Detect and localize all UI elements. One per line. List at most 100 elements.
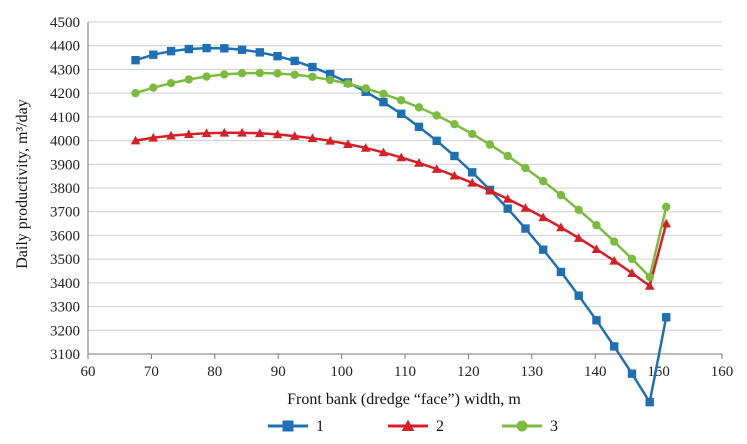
series-3-point-23 [539,176,548,186]
legend-item-1: 1 [268,418,324,435]
series-3-point-29 [645,272,654,282]
series-1-point-8 [273,51,282,61]
x-tick-label-60: 60 [81,364,96,380]
y-tick-label-3700: 3700 [50,205,80,221]
legend-label-2: 2 [436,418,444,435]
x-tick-label-160: 160 [711,364,734,380]
x-tick-label-80: 80 [207,364,222,380]
y-tick-label-3800: 3800 [50,181,80,197]
series-2-point-3 [183,129,194,139]
series-1-point-27 [610,342,619,351]
series-3-point-4 [202,72,211,81]
series-3-point-20 [485,140,495,149]
series-2-point-18 [449,170,460,180]
y-tick-labels: 3100 3200 3300 3400 3500 3600 3700 3800 3900 4000… [50,15,80,363]
series-2-point-19 [467,177,478,187]
x-tick-label-110: 110 [394,364,416,380]
series-2-point-15 [396,152,407,162]
series-2-point-11 [325,135,336,145]
series-1-point-19 [468,168,477,177]
series-1-point-14 [379,97,388,107]
series-1-point-1 [149,50,158,59]
series-3-point-12 [343,79,353,88]
series-3-point-5 [220,70,229,79]
series-2-point-9 [289,131,300,140]
x-tick-label-140: 140 [584,364,607,380]
series-1-point-4 [202,43,211,53]
x-tick-label-70: 70 [144,364,159,380]
y-tick-label-4100: 4100 [50,110,80,126]
series-2-point-2 [166,130,176,140]
series-2-point-14 [378,147,389,157]
series-3-point-17 [432,111,441,120]
series-2-point-1 [148,132,159,142]
y-axis-title: Daily productivity, m³/day [14,99,31,269]
series-2-point-30 [661,218,672,228]
series-3-point-26 [592,221,601,230]
series-2 [130,127,672,290]
series-3-point-3 [184,75,194,84]
series-2-point-23 [538,212,549,222]
series-1-point-21 [503,204,512,213]
series-3-point-2 [166,78,176,88]
series-2-point-13 [360,143,371,152]
y-tick-label-3100: 3100 [50,347,80,363]
series-1-point-18 [450,151,459,161]
series-2-point-22 [520,203,531,212]
series-3-point-8 [273,69,282,78]
series-1-point-24 [556,267,566,277]
y-tick-label-3300: 3300 [50,300,80,316]
series-2-point-17 [431,164,442,173]
series-3-point-21 [503,151,512,161]
y-tick-label-3200: 3200 [50,323,80,339]
series-2-point-0 [130,135,141,145]
y-tick-label-4400: 4400 [50,39,80,55]
series-2-point-28 [627,268,637,277]
series-3-point-18 [450,120,459,129]
series-2-point-7 [254,128,265,138]
series-1-point-22 [521,224,530,233]
series-3-point-0 [131,88,140,98]
series-3 [131,68,671,282]
series-3-point-24 [556,190,566,200]
legend: 1 2 3 [268,418,558,435]
legend-label-1: 1 [316,418,324,435]
series-3-point-14 [379,89,388,99]
y-tick-label-4000: 4000 [50,134,80,150]
x-tick-label-100: 100 [330,364,353,380]
x-tick-labels: 60 70 80 90 100 110 120 130 140 150 160 [81,364,734,380]
series-2-point-29 [644,281,655,290]
series-1-point-23 [539,245,548,254]
legend-label-3: 3 [550,418,558,435]
series-2-point-16 [414,158,424,167]
series-3-point-15 [396,96,406,105]
series-3-point-9 [290,70,299,79]
series-2-point-4 [201,128,212,138]
legend-item-3: 3 [502,418,558,435]
series-3-point-13 [361,84,370,93]
series-1-point-16 [414,122,424,132]
series-3-point-10 [308,72,317,81]
y-tick-label-3900: 3900 [50,157,80,173]
y-tick-label-4500: 4500 [50,15,80,31]
axes [87,22,723,359]
series-2-point-27 [609,255,620,265]
series-3-point-6 [237,69,247,78]
legend-marker-1 [282,420,294,432]
series-3-point-11 [325,75,335,85]
series-1-point-0 [131,55,140,65]
legend-marker-3 [516,420,528,432]
series-3-point-28 [627,254,637,264]
series-2-point-5 [219,127,230,137]
series-1 [131,43,671,407]
series-3-point-27 [610,237,619,246]
legend-item-2: 2 [388,418,444,435]
x-tick-label-120: 120 [457,364,480,380]
series-1-point-11 [325,69,335,79]
series-1-point-15 [396,109,406,118]
series-1-point-28 [627,369,637,378]
series-2-point-26 [591,244,602,254]
y-tick-label-3400: 3400 [50,276,80,292]
x-tick-label-150: 150 [647,364,670,380]
series-2-point-8 [272,129,283,139]
